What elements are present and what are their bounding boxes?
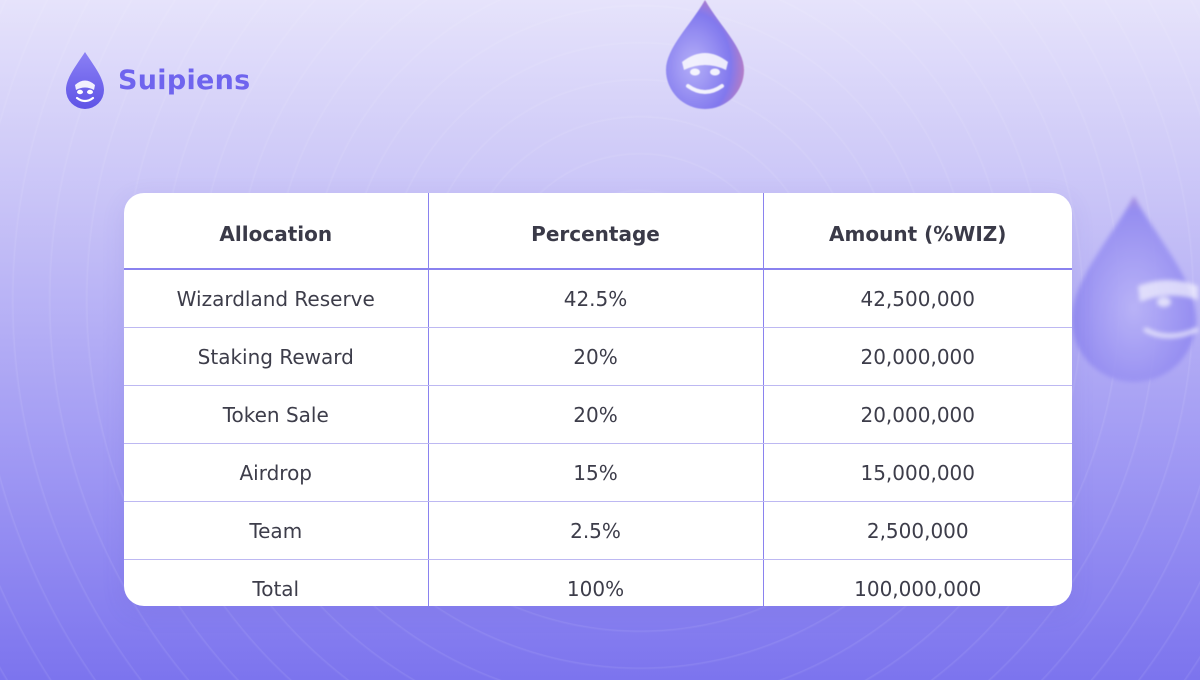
- allocation-table-card: Allocation Percentage Amount (%WIZ) Wiza…: [124, 193, 1072, 606]
- cell-allocation: Wizardland Reserve: [124, 269, 429, 328]
- table-row: Token Sale 20% 20,000,000: [124, 385, 1072, 444]
- cell-percentage: 15%: [428, 443, 764, 502]
- brand-name: Suipiens: [118, 64, 251, 96]
- water-drop-ape-icon: [1072, 196, 1199, 382]
- cell-allocation: Airdrop: [124, 443, 429, 502]
- cell-percentage: 100%: [428, 559, 764, 606]
- cell-allocation: Total: [124, 559, 429, 606]
- table-row: Team 2.5% 2,500,000: [124, 501, 1072, 560]
- brand-logo: Suipiens: [64, 50, 251, 110]
- table-row: Airdrop 15% 15,000,000: [124, 443, 1072, 502]
- cell-percentage: 20%: [428, 327, 764, 386]
- cell-allocation: Team: [124, 501, 429, 560]
- cell-amount: 15,000,000: [763, 443, 1072, 502]
- cell-percentage: 20%: [428, 385, 764, 444]
- suipiens-drop-icon: [66, 52, 104, 109]
- water-drop-ape-icon: [666, 0, 744, 109]
- cell-amount: 20,000,000: [763, 327, 1072, 386]
- cell-amount: 20,000,000: [763, 385, 1072, 444]
- cell-percentage: 42.5%: [428, 269, 764, 328]
- cell-percentage: 2.5%: [428, 501, 764, 560]
- cell-allocation: Token Sale: [124, 385, 429, 444]
- cell-amount: 2,500,000: [763, 501, 1072, 560]
- cell-allocation: Staking Reward: [124, 327, 429, 386]
- table-total-row: Total 100% 100,000,000: [124, 559, 1072, 606]
- cell-amount: 42,500,000: [763, 269, 1072, 328]
- table-row: Staking Reward 20% 20,000,000: [124, 327, 1072, 386]
- header-amount: Amount (%WIZ): [763, 193, 1072, 270]
- header-allocation: Allocation: [124, 193, 429, 270]
- allocation-table: Allocation Percentage Amount (%WIZ) Wiza…: [124, 193, 1072, 606]
- header-percentage: Percentage: [428, 193, 764, 270]
- table-row: Wizardland Reserve 42.5% 42,500,000: [124, 269, 1072, 328]
- cell-amount: 100,000,000: [854, 576, 982, 601]
- table-header-row: Allocation Percentage Amount (%WIZ): [124, 193, 1072, 270]
